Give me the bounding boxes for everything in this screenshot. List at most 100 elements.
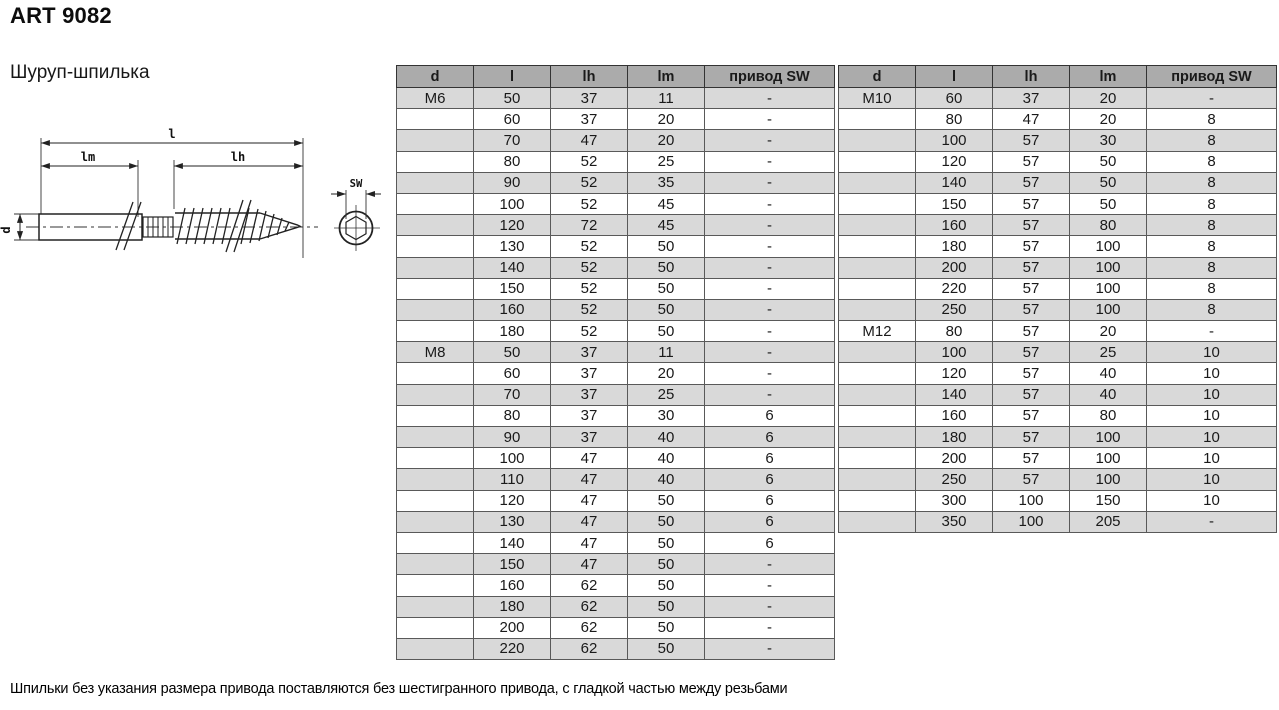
table-cell: 30 — [627, 404, 705, 428]
table-cell: 150 — [915, 192, 993, 216]
table-cell: 10 — [1146, 383, 1277, 406]
shank-circle — [338, 210, 374, 246]
table-cell: 100 — [1069, 256, 1147, 279]
table-cell: 100 — [1069, 447, 1147, 470]
table-cell: 50 — [627, 235, 705, 258]
table-cell: 52 — [550, 256, 628, 279]
table-cell — [396, 637, 474, 661]
table-cell: 47 — [550, 489, 628, 512]
table-cell: 57 — [992, 320, 1070, 343]
table-cell: 120 — [915, 150, 993, 173]
table-cell: 57 — [992, 129, 1070, 152]
table-cell: 6 — [704, 510, 835, 533]
table-row: 150 52 50- — [396, 277, 835, 300]
table-cell: 47 — [550, 129, 628, 152]
table-cell: 70 — [473, 383, 551, 406]
table-cell: 37 — [550, 383, 628, 406]
table-cell: 8 — [1146, 108, 1277, 131]
table-cell: 120 — [473, 489, 551, 512]
table-row: 120 57 40 10 — [838, 362, 1277, 385]
table-cell: 140 — [473, 531, 551, 555]
table-row: 150 57 50 8 — [838, 192, 1277, 216]
table-cell: - — [1146, 510, 1277, 533]
table-cell: 20 — [627, 129, 705, 152]
table-cell: 57 — [992, 447, 1070, 470]
table-cell: 52 — [550, 192, 628, 216]
table-cell: 6 — [704, 447, 835, 470]
table-cell — [838, 341, 916, 364]
footnote: Шпильки без указания размера привода пос… — [10, 681, 788, 697]
table-cell: 80 — [473, 404, 551, 428]
table-cell: 100 — [473, 192, 551, 216]
table-cell: 47 — [550, 553, 628, 576]
table-row: 130 52 50- — [396, 235, 835, 258]
table-cell — [396, 298, 474, 322]
table-cell: 37 — [550, 341, 628, 364]
table-cell: 140 — [915, 171, 993, 194]
table-cell: 50 — [1069, 171, 1147, 194]
table-cell — [838, 277, 916, 300]
table-cell: 180 — [915, 425, 993, 449]
table-row: 120 57 50 8 — [838, 150, 1277, 173]
column-header: lm — [627, 65, 705, 88]
table-cell: 37 — [550, 108, 628, 131]
table-cell: 140 — [473, 256, 551, 279]
table-cell: 100 — [1069, 298, 1147, 322]
column-header: привод SW — [1146, 65, 1277, 88]
table-cell: 50 — [627, 637, 705, 661]
table-cell: - — [704, 129, 835, 152]
table-cell — [396, 425, 474, 449]
table-cell: 130 — [473, 235, 551, 258]
table-cell: 52 — [550, 277, 628, 300]
table-cell: - — [704, 86, 835, 110]
table-cell: 300 — [915, 489, 993, 512]
table-cell: - — [704, 341, 835, 364]
table-cell: 50 — [627, 510, 705, 533]
table-cell: 8 — [1146, 192, 1277, 216]
table-row: 140 47 50 6 — [396, 531, 835, 555]
table-cell — [396, 171, 474, 194]
table-cell: - — [704, 574, 835, 597]
table-cell: - — [1146, 86, 1277, 110]
table-cell: 72 — [550, 214, 628, 237]
table-cell: 47 — [550, 468, 628, 491]
table-cell: 180 — [473, 320, 551, 343]
table-cell: 37 — [992, 86, 1070, 110]
table-cell: 100 — [1069, 425, 1147, 449]
table-cell: 140 — [915, 383, 993, 406]
table-cell: 11 — [627, 86, 705, 110]
table-cell — [396, 235, 474, 258]
table-cell: - — [704, 595, 835, 618]
table-cell: 35 — [627, 171, 705, 194]
table-cell: 57 — [992, 383, 1070, 406]
table-row: 300 100 150 10 — [838, 489, 1277, 512]
table-cell: 47 — [550, 510, 628, 533]
table-cell: - — [704, 235, 835, 258]
table-cell: 180 — [473, 595, 551, 618]
table-cell: - — [704, 320, 835, 343]
table-cell: - — [704, 214, 835, 237]
table-cell: 10 — [1146, 341, 1277, 364]
table-cell: 10 — [1146, 362, 1277, 385]
table-cell: 6 — [704, 489, 835, 512]
table-row: 100 57 25 10 — [838, 341, 1277, 364]
table-cell: 62 — [550, 574, 628, 597]
table-cell: 220 — [473, 637, 551, 661]
table-cell: 20 — [627, 362, 705, 385]
table-cell: 50 — [627, 256, 705, 279]
table-cell — [838, 510, 916, 533]
table-cell: 90 — [473, 171, 551, 194]
table-row: 160 57 80 10 — [838, 404, 1277, 428]
table-cell: 160 — [473, 298, 551, 322]
table-row: 180 57 100 8 — [838, 235, 1277, 258]
table-cell — [838, 235, 916, 258]
hex-socket — [345, 215, 367, 241]
table-cell: 25 — [627, 150, 705, 173]
table-cell: 100 — [1069, 277, 1147, 300]
table-cell: 100 — [1069, 468, 1147, 491]
table-cell: 60 — [473, 362, 551, 385]
dim-label-sw: SW — [350, 178, 363, 190]
table-row: 120 72 45- — [396, 214, 835, 237]
table-cell — [396, 192, 474, 216]
